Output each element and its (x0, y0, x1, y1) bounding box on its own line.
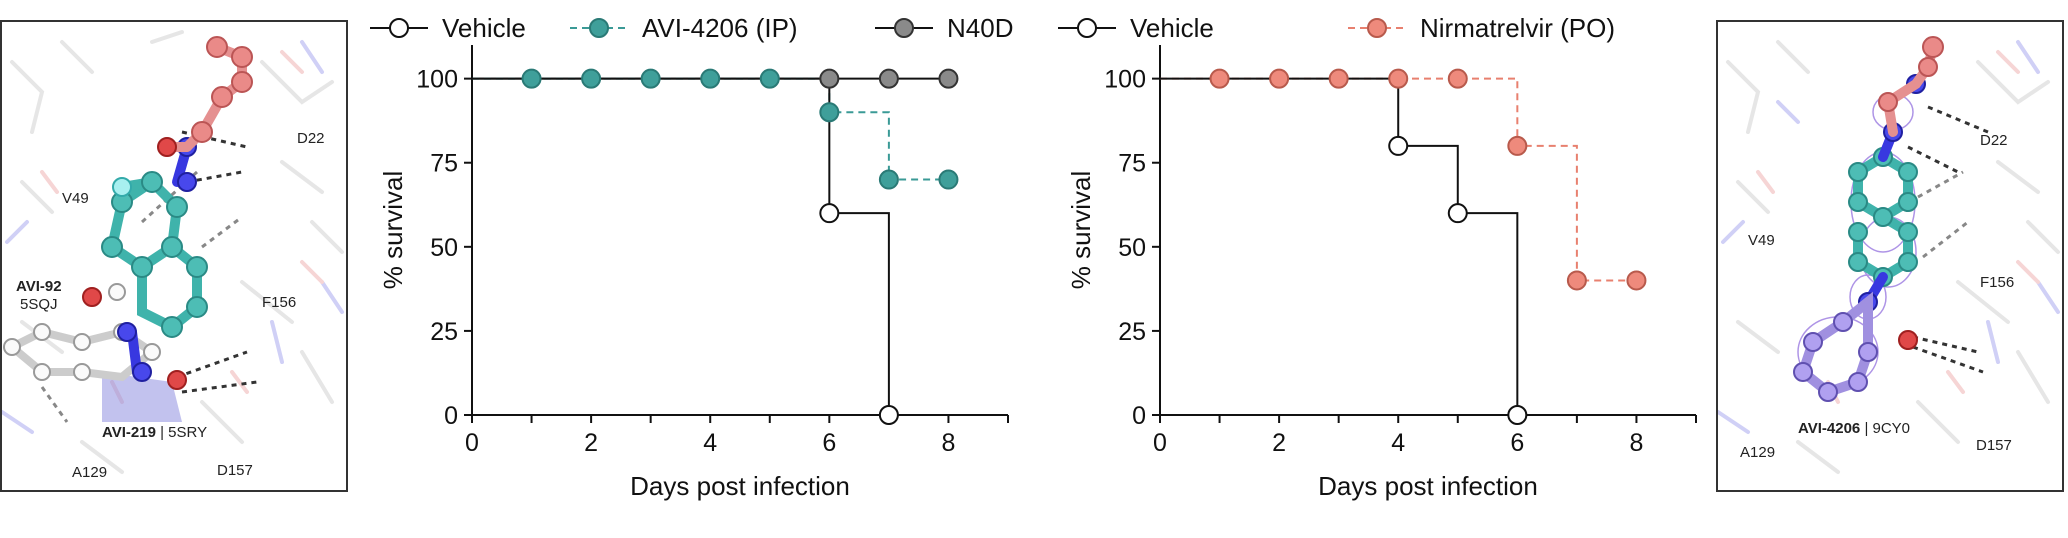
y-tick-label: 25 (1118, 318, 1146, 346)
protein-structure-render-left (2, 30, 344, 474)
residue-label-f156: F156 (1980, 274, 2015, 291)
y-tick-label: 100 (1104, 66, 1146, 94)
legend-label: AVI-4206 (IP) (642, 13, 798, 43)
x-tick-label: 4 (703, 429, 717, 457)
data-point (938, 68, 959, 89)
data-point (1447, 203, 1468, 224)
structure-panel-left: D22 V49 F156 A129 D157 AVI-92 5SQJ AVI-2… (0, 20, 348, 492)
ligand-name-avi4206: AVI-4206 (1798, 420, 1861, 437)
data-point (640, 68, 661, 89)
data-point (819, 102, 840, 123)
data-point (1566, 270, 1587, 291)
residue-label-d157: D157 (217, 462, 253, 479)
y-tick-label: 75 (1118, 150, 1146, 178)
residue-label-d157: D157 (1976, 437, 2012, 454)
legend-label: Vehicle (1130, 13, 1214, 43)
series-line-1 (472, 77, 949, 181)
x-tick-label: 2 (584, 429, 598, 457)
x-tick-label: 2 (1272, 429, 1286, 457)
y-tick-label: 50 (1118, 234, 1146, 262)
x-tick-label: 4 (1391, 429, 1405, 457)
survival-chart-left: 0 25 50 75 100 0 2 4 6 8 Days post infection % surv… (370, 13, 1013, 501)
y-tick-label: 25 (430, 318, 458, 346)
x-tick-label: 8 (941, 429, 955, 457)
y-tick-label: 0 (444, 402, 458, 430)
x-tick-label: 6 (822, 429, 836, 457)
ligand-pdb-9cy0: | 9CY0 (1864, 420, 1911, 437)
ligand-name-avi219: AVI-219 (102, 424, 156, 441)
protein-structure-render-right (1718, 36, 2060, 474)
x-tick-label: 0 (1153, 429, 1167, 457)
residue-label-v49: V49 (1748, 232, 1775, 249)
data-point (700, 68, 721, 89)
legend-marker (589, 18, 609, 38)
legend-label: N40D (947, 13, 1013, 43)
series-line-0 (1160, 77, 1519, 415)
data-point (878, 405, 899, 425)
y-axis-title: % survival (378, 171, 408, 289)
legend-marker (894, 18, 914, 38)
y-tick-label: 50 (430, 234, 458, 262)
data-point (878, 68, 899, 89)
legend-label: Vehicle (442, 13, 526, 43)
y-tick-label: 0 (1132, 402, 1146, 430)
data-point (1328, 68, 1349, 89)
ligand-label-avi4206: AVI-4206 | 9CY0 (1798, 420, 1910, 437)
structure-panel-right: D22 V49 F156 A129 D157 AVI-4206 | 9CY0 (1716, 20, 2064, 492)
ligand-label-avi92: AVI-92 (16, 278, 62, 295)
residue-label-d22: D22 (1980, 132, 2008, 149)
x-tick-label: 8 (1629, 429, 1643, 457)
data-point (1388, 135, 1409, 156)
data-point (1626, 270, 1647, 291)
survival-chart-right: 0 25 50 75 100 0 2 4 6 8 Days post infection % surv… (1058, 13, 1697, 501)
data-point (1209, 68, 1230, 89)
data-point (1507, 405, 1528, 425)
data-point (819, 68, 840, 89)
ligand-pdb-5sqj: 5SQJ (20, 296, 58, 313)
residue-label-f156: F156 (262, 294, 297, 311)
data-point (819, 203, 840, 224)
residue-label-a129: A129 (72, 464, 108, 481)
data-point (1269, 68, 1290, 89)
residue-label-d22: D22 (297, 130, 325, 147)
residue-label-a129: A129 (1740, 444, 1776, 461)
ligand-label-avi219: AVI-219 | 5SRY (102, 424, 207, 441)
ligand-pdb-5sry: | 5SRY (160, 424, 208, 441)
data-point (759, 68, 780, 89)
data-point (1507, 135, 1528, 156)
data-point (521, 68, 542, 89)
data-point (1447, 68, 1468, 89)
data-point (938, 169, 959, 190)
y-tick-label: 100 (416, 66, 458, 94)
legend-marker (1367, 18, 1387, 38)
x-tick-label: 0 (465, 429, 479, 457)
legend-label: Nirmatrelvir (PO) (1420, 13, 1615, 43)
x-axis-title: Days post infection (1318, 471, 1538, 501)
x-tick-label: 6 (1510, 429, 1524, 457)
ligand-name-avi92: AVI-92 (16, 278, 62, 295)
y-axis-title: % survival (1066, 171, 1096, 289)
legend-marker (389, 18, 409, 38)
x-axis-title: Days post infection (630, 471, 850, 501)
legend-marker (1077, 18, 1097, 38)
series-line-0 (472, 77, 890, 415)
data-point (878, 169, 899, 190)
y-tick-label: 75 (430, 150, 458, 178)
residue-label-v49: V49 (62, 190, 89, 207)
data-point (1388, 68, 1409, 89)
data-point (581, 68, 602, 89)
